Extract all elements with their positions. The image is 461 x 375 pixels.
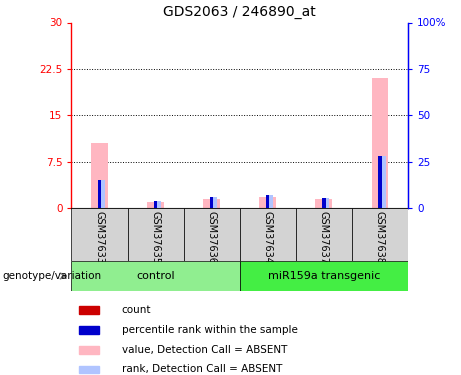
Bar (154, 201, 157, 208)
Bar (322, 206, 325, 208)
Bar (203, 199, 220, 208)
Bar (210, 197, 213, 208)
Text: miR159a transgenic: miR159a transgenic (268, 271, 380, 280)
Text: GSM37637: GSM37637 (319, 211, 329, 264)
Bar (378, 156, 382, 208)
Bar (372, 78, 388, 208)
Bar (211, 197, 217, 208)
Bar (315, 199, 332, 208)
Bar (91, 143, 108, 208)
Text: GSM37638: GSM37638 (375, 211, 385, 264)
Text: control: control (136, 271, 175, 280)
Bar (260, 197, 276, 208)
Bar (323, 198, 330, 208)
Text: GSM37636: GSM37636 (207, 211, 217, 264)
Bar (183, 208, 240, 261)
Bar (79, 346, 99, 354)
Text: GSM37635: GSM37635 (151, 211, 160, 264)
Bar (98, 180, 105, 208)
Bar (154, 206, 157, 208)
Bar (266, 195, 273, 208)
Bar (322, 198, 325, 208)
Bar (98, 206, 101, 208)
Text: genotype/variation: genotype/variation (2, 271, 101, 280)
Bar (240, 261, 408, 291)
Bar (79, 306, 99, 314)
Text: rank, Detection Call = ABSENT: rank, Detection Call = ABSENT (122, 364, 282, 375)
Text: GSM37634: GSM37634 (263, 211, 273, 264)
Bar (79, 366, 99, 374)
Text: count: count (122, 305, 151, 315)
Bar (128, 208, 183, 261)
Bar (71, 261, 240, 291)
Bar (378, 206, 382, 208)
Bar (296, 208, 352, 261)
Bar (71, 208, 128, 261)
Bar (98, 180, 101, 208)
Text: value, Detection Call = ABSENT: value, Detection Call = ABSENT (122, 345, 287, 355)
Bar (240, 208, 296, 261)
Bar (154, 201, 161, 208)
Bar (210, 206, 213, 208)
Bar (352, 208, 408, 261)
Title: GDS2063 / 246890_at: GDS2063 / 246890_at (163, 5, 316, 19)
Text: GSM37633: GSM37633 (95, 211, 105, 264)
Bar (379, 156, 385, 208)
Bar (266, 206, 269, 208)
Text: percentile rank within the sample: percentile rank within the sample (122, 325, 298, 335)
Bar (147, 202, 164, 208)
Bar (266, 195, 269, 208)
Bar (79, 326, 99, 334)
